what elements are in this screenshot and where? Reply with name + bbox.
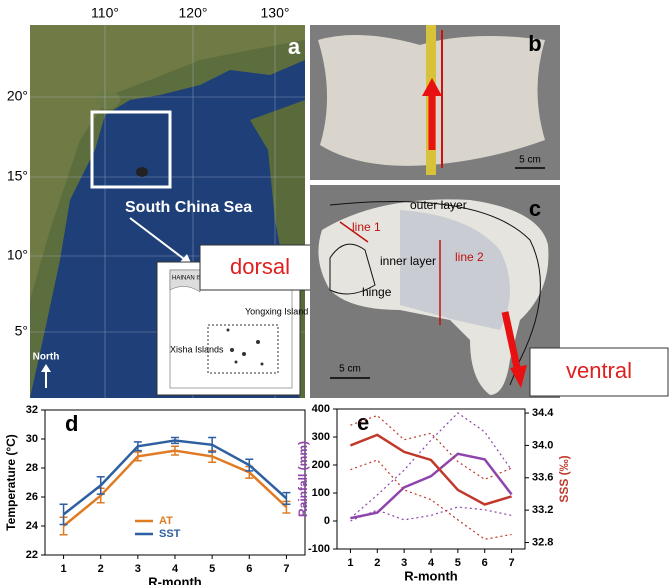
x-axis-label: R-month	[404, 568, 457, 583]
y-tick-label: 26	[26, 491, 38, 503]
scale-label: 5 cm	[339, 364, 361, 375]
y-tick-label: 30	[26, 433, 38, 445]
series-line	[350, 435, 511, 505]
x-tick-label: 5	[209, 563, 215, 575]
y-tick-label: 0	[324, 515, 330, 527]
scale-label: 5 cm	[519, 155, 541, 166]
line2-label: line 2	[455, 250, 484, 264]
lat-label: 5°	[15, 323, 28, 339]
lon-label: 120°	[179, 5, 208, 21]
x-tick-label: 1	[347, 557, 353, 569]
y-tick-label: 200	[312, 459, 330, 471]
panel-label: e	[357, 410, 369, 435]
y-tick-label: 24	[26, 520, 39, 532]
lon-label: 110°	[91, 5, 119, 21]
x-axis-label: R-month	[148, 574, 201, 585]
y-tick-label: 32	[26, 404, 38, 416]
outer-label: outer layer	[410, 198, 467, 212]
hinge-label: hinge	[362, 285, 392, 299]
y-tick-label: 22	[26, 549, 38, 561]
y2-tick-label: 34.4	[532, 407, 554, 419]
x-tick-label: 2	[374, 557, 380, 569]
north-label: North	[33, 352, 60, 363]
y2-tick-label: 34.0	[532, 439, 553, 451]
xisha	[136, 167, 148, 177]
series-line	[350, 454, 511, 518]
inner-label: inner layer	[380, 254, 436, 268]
y-tick-label: 28	[26, 462, 38, 474]
dorsal-label: dorsal	[230, 254, 290, 279]
hainan	[96, 91, 120, 109]
x-tick-label: 3	[401, 557, 407, 569]
error-bar	[60, 504, 68, 524]
series-line	[350, 415, 511, 479]
y-axis-label: Rainfall (mm)	[296, 441, 310, 517]
lat-label: 15°	[7, 168, 28, 184]
x-tick-label: 6	[246, 563, 252, 575]
y2-tick-label: 33.2	[532, 504, 553, 516]
x-tick-label: 7	[283, 563, 289, 575]
series-line	[350, 460, 511, 539]
lat-label: 20°	[7, 88, 28, 104]
x-tick-label: 1	[61, 563, 67, 575]
panel-label: b	[528, 31, 541, 56]
y-tick-label: 400	[312, 403, 330, 415]
panel-label: d	[65, 411, 78, 436]
y-tick-label: -100	[308, 543, 330, 555]
lon-label: 130°	[261, 5, 290, 21]
legend-label: AT	[159, 515, 173, 527]
sea-label: South China Sea	[125, 199, 252, 216]
lat-label: 10°	[7, 247, 28, 263]
figure: 110° 120° 130° 20° 15° 10° 5° a South Ch…	[0, 0, 671, 585]
x-tick-label: 2	[98, 563, 104, 575]
x-tick-label: 5	[455, 557, 461, 569]
line1-label: line 1	[352, 220, 381, 234]
x-tick-label: 4	[172, 563, 179, 575]
ventral-label: ventral	[566, 358, 632, 383]
x-tick-label: 3	[135, 563, 141, 575]
inset-yongxing-label: Yongxing Island	[245, 306, 308, 316]
y-tick-label: 300	[312, 431, 330, 443]
y-tick-label: 100	[312, 487, 330, 499]
legend-label: SST	[159, 528, 181, 540]
inset-xisha-label: Xisha Islands	[170, 344, 224, 354]
y2-tick-label: 32.8	[532, 536, 553, 548]
x-tick-label: 6	[482, 557, 488, 569]
panel-label: a	[288, 34, 301, 59]
panel-label: c	[529, 196, 541, 221]
y2-tick-label: 33.6	[532, 472, 553, 484]
y-axis-label: Temperature (°C)	[4, 434, 18, 531]
y2-axis-label: SSS (‰)	[557, 455, 571, 502]
x-tick-label: 4	[428, 557, 435, 569]
x-tick-label: 7	[509, 557, 515, 569]
